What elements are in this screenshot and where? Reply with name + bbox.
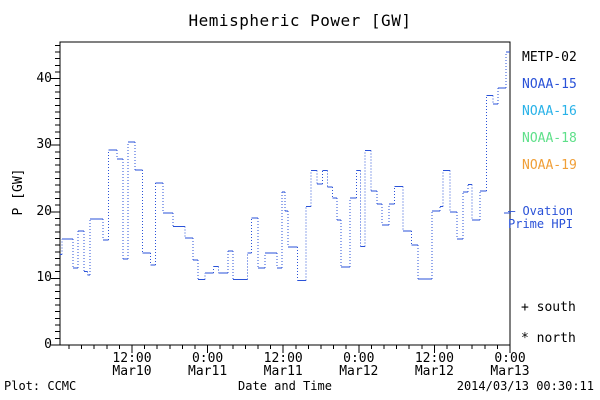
south-marker-label: + south <box>521 300 576 315</box>
x-tick-date: Mar11 <box>263 364 303 379</box>
y-tick-label: 40 <box>36 70 52 86</box>
x-tick-label: 12:00 Mar11 <box>248 352 318 378</box>
y-tick-label: 0 <box>44 337 52 352</box>
hpi-step-line-connectors <box>61 52 507 281</box>
x-tick-date: Mar10 <box>112 364 152 379</box>
legend-item-noaa15: NOAA-15 <box>522 77 577 92</box>
axis-box <box>59 41 511 346</box>
x-tick-label: 0:00 Mar13 <box>475 352 545 378</box>
x-tick-label: 0:00 Mar12 <box>324 352 394 378</box>
chart-title: Hemispheric Power [GW] <box>188 11 412 30</box>
y-tick-label: 10 <box>36 270 52 286</box>
ovation-annotation-line2: Prime HPI <box>508 217 574 231</box>
x-tick-date: Mar12 <box>414 364 454 379</box>
x-tick-time: 0:00 <box>191 351 224 366</box>
legend-item-metp02: METP-02 <box>522 50 577 65</box>
plot-timestamp: 2014/03/13 00:30:11 <box>456 379 594 393</box>
y-axis-label: P [GW] <box>11 168 26 216</box>
y-tick-label: 20 <box>36 203 52 219</box>
x-tick-date: Mar13 <box>490 364 530 379</box>
x-tick-time: 12:00 <box>414 351 454 366</box>
x-tick-time: 0:00 <box>343 351 375 366</box>
x-tick-label: 12:00 Mar12 <box>399 352 469 378</box>
ovation-annotation-line1: – Ovation <box>508 204 574 218</box>
x-tick-time: 12:00 <box>263 351 303 366</box>
legend-item-noaa16: NOAA-16 <box>522 104 577 119</box>
x-tick-date: Mar11 <box>188 364 228 379</box>
x-tick-label: 12:00 Mar10 <box>97 352 167 378</box>
legend-item-noaa19: NOAA-19 <box>522 158 577 173</box>
hpi-step-line-levels <box>60 51 510 281</box>
x-tick-label: 0:00 Mar11 <box>173 352 243 378</box>
plot-credit: Plot: CCMC <box>4 379 77 393</box>
x-tick-date: Mar12 <box>339 364 379 379</box>
x-tick-time: 0:00 <box>494 351 526 366</box>
legend-item-noaa18: NOAA-18 <box>522 131 577 146</box>
y-tick-label: 30 <box>36 137 52 153</box>
x-axis-label: Date and Time <box>238 379 332 393</box>
ovation-prime-hpi-annotation: – Ovation Prime HPI <box>508 205 600 231</box>
x-tick-time: 12:00 <box>112 351 152 366</box>
north-marker-label: * north <box>521 331 576 346</box>
